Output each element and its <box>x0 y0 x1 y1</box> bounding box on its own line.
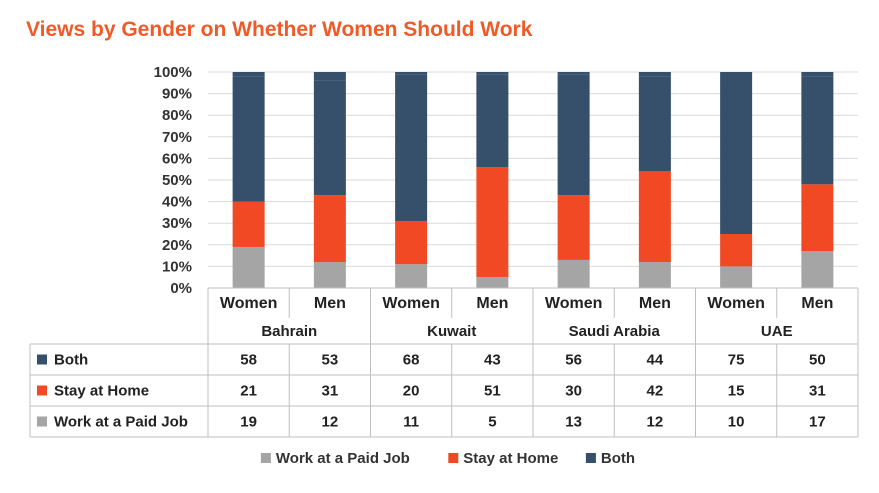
bar-segment <box>476 167 509 278</box>
y-tick-label: 100% <box>154 64 192 81</box>
bar-segment-fill <box>476 72 509 75</box>
data-label: 30 <box>565 383 582 400</box>
data-label: 56 <box>565 352 582 369</box>
bar-segment <box>801 251 834 288</box>
table-row-label: Stay at Home <box>54 383 149 400</box>
data-label: 43 <box>484 352 501 369</box>
data-label: 68 <box>403 352 420 369</box>
table-legend-key <box>37 354 47 365</box>
data-label: 12 <box>322 414 339 431</box>
bar-segment <box>720 266 753 288</box>
data-label: 15 <box>728 383 745 400</box>
bar-segment <box>476 277 509 288</box>
y-tick-label: 10% <box>162 258 192 275</box>
legend-swatch <box>260 453 271 463</box>
data-label: 42 <box>647 383 664 400</box>
bar-segment-fill <box>801 72 834 77</box>
bar-segment <box>720 72 753 234</box>
bar-segment <box>801 184 834 252</box>
category-label: Men <box>314 295 346 312</box>
bar-segment <box>557 259 590 288</box>
data-label: 19 <box>240 414 257 431</box>
legend-label: Stay at Home <box>463 450 558 467</box>
y-tick-label: 40% <box>162 194 192 211</box>
bar-segment <box>395 221 428 265</box>
y-tick-label: 30% <box>162 215 192 232</box>
category-label: Women <box>707 295 764 312</box>
bar-segment <box>557 195 590 260</box>
bar-segment <box>801 76 834 185</box>
bar-segment <box>638 76 671 172</box>
bar-segment-fill <box>638 72 671 77</box>
data-label: 50 <box>809 352 826 369</box>
chart-title: Views by Gender on Whether Women Should … <box>26 18 533 41</box>
data-label: 11 <box>403 414 419 431</box>
table-row-label: Both <box>54 352 88 369</box>
bar-segment <box>395 74 428 222</box>
data-label: 75 <box>728 352 745 369</box>
data-label: 51 <box>484 383 501 400</box>
legend-swatch <box>585 453 596 463</box>
group-label: Kuwait <box>427 323 476 340</box>
bar-segment-fill <box>232 72 265 77</box>
y-tick-label: 70% <box>162 129 192 146</box>
data-label: 31 <box>809 383 826 400</box>
data-label: 31 <box>322 383 339 400</box>
category-label: Women <box>382 295 439 312</box>
bar-segment <box>313 195 346 263</box>
data-label: 12 <box>647 414 664 431</box>
bar-segment <box>395 264 428 288</box>
category-label: Men <box>639 295 671 312</box>
y-tick-label: 90% <box>162 86 192 103</box>
legend-label: Work at a Paid Job <box>276 450 410 467</box>
table-legend-key <box>37 385 47 396</box>
data-label: 53 <box>322 352 339 369</box>
bar-segment <box>720 234 753 267</box>
data-label: 20 <box>403 383 420 400</box>
data-label: 13 <box>565 414 582 431</box>
category-label: Women <box>545 295 602 312</box>
legend-label: Both <box>601 450 635 467</box>
bar-segment <box>313 80 346 196</box>
bar-segment <box>313 262 346 288</box>
data-label: 58 <box>240 352 257 369</box>
y-tick-label: 60% <box>162 150 192 167</box>
category-label: Women <box>220 295 277 312</box>
group-label: Saudi Arabia <box>569 323 661 340</box>
bar-segment <box>232 201 265 247</box>
table-row-label: Work at a Paid Job <box>54 414 188 431</box>
data-label: 17 <box>809 414 826 431</box>
legend-swatch <box>448 453 459 463</box>
data-label: 44 <box>647 352 664 369</box>
data-label: 5 <box>488 414 496 431</box>
group-label: UAE <box>761 323 793 340</box>
y-tick-label: 50% <box>162 172 192 189</box>
bar-segment <box>638 262 671 288</box>
bar-segment <box>557 74 590 196</box>
group-label: Bahrain <box>261 323 317 340</box>
bar-segment-fill <box>313 72 346 81</box>
data-label: 10 <box>728 414 745 431</box>
data-label: 21 <box>240 383 257 400</box>
bar-segment <box>638 171 671 263</box>
y-tick-label: 0% <box>170 280 192 297</box>
table-legend-key <box>37 416 47 427</box>
y-tick-label: 80% <box>162 107 192 124</box>
category-label: Men <box>476 295 508 312</box>
category-label: Men <box>801 295 833 312</box>
bar-segment-fill <box>395 72 428 75</box>
bar-segment-fill <box>557 72 590 75</box>
bar-segment <box>232 76 265 202</box>
bar-segment <box>232 246 265 288</box>
bar-segment <box>476 74 509 168</box>
y-tick-label: 20% <box>162 237 192 254</box>
